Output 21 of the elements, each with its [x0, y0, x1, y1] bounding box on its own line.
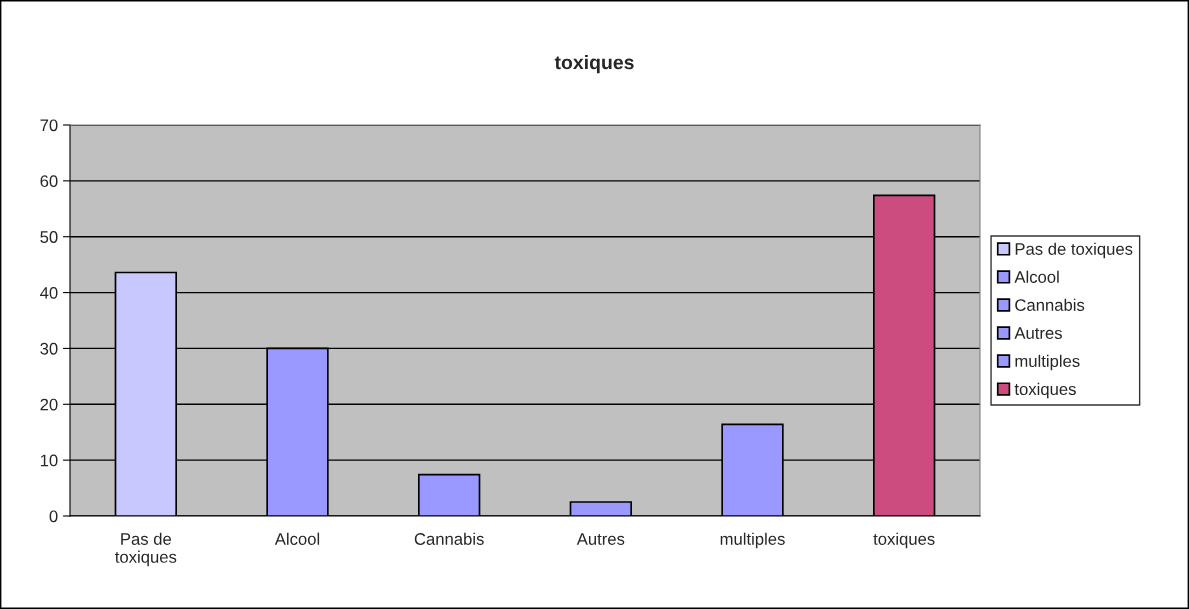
legend-label: Autres [1014, 327, 1062, 339]
y-tick-label: 20 [40, 398, 58, 411]
x-tick-label: Autres [576, 533, 625, 545]
x-tick-label: Cannabis [414, 532, 484, 545]
y-tick-label: 50 [40, 231, 58, 243]
legend-label: multiples [1015, 354, 1080, 371]
x-tick-label: Alcool [274, 532, 320, 545]
y-tick-label: 0 [49, 510, 58, 523]
y-tick-label: 10 [40, 454, 58, 467]
y-tick-label: 60 [40, 175, 58, 188]
x-tick-label: multiples [720, 532, 785, 549]
legend-label: toxiques [1014, 382, 1076, 399]
y-tick-label: 30 [40, 342, 58, 355]
x-tick-label: toxiques [873, 532, 935, 549]
legend-label: Alcool [1014, 270, 1059, 283]
y-tick-label: 70 [40, 119, 58, 132]
legend-label: Pas de toxiques [1015, 242, 1133, 259]
legend-label: Cannabis [1015, 298, 1085, 311]
y-tick-label: 40 [40, 286, 58, 299]
chart-title: toxiques [554, 55, 634, 74]
x-tick-label: Pas de toxiques [115, 532, 177, 567]
